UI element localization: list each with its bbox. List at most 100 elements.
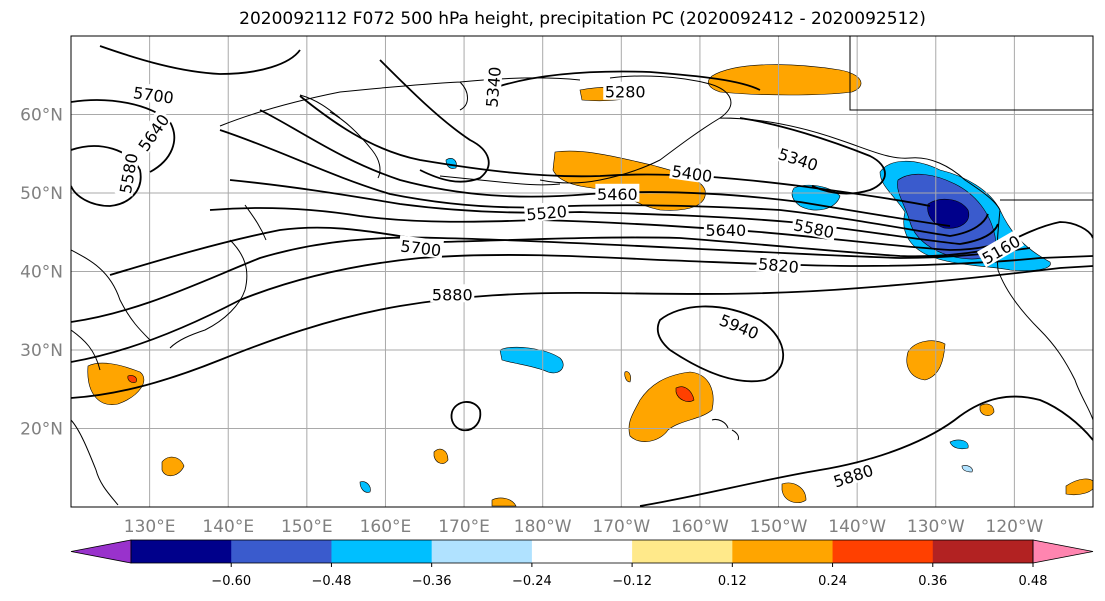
precip-patch-east-small-2 <box>359 481 371 493</box>
contour-label: 5520 <box>523 200 570 224</box>
contour-5640 <box>209 207 1011 251</box>
contour-5280 <box>499 70 761 91</box>
height-contours <box>71 45 1093 507</box>
colorbar-tick-label: −0.48 <box>312 574 352 589</box>
longitude-label: 130°W <box>907 517 965 537</box>
precip-patch-small-2 <box>433 448 449 464</box>
precip-core-hawaii <box>675 386 695 402</box>
precip-patch-small-3 <box>781 482 807 503</box>
contour-label-halo <box>132 108 173 156</box>
contour-label-halo <box>774 142 823 174</box>
contour-label-halo <box>703 219 748 238</box>
contour-5340-east <box>739 117 886 195</box>
contour-5880-main <box>71 265 1093 399</box>
colorbar-segment <box>131 540 232 563</box>
longitude-labels: 130°E 140°E 150°E 160°E 170°E 180°W 170°W 160°W… <box>124 517 1044 537</box>
colorbar-tick-label: −0.60 <box>211 574 251 589</box>
colorbar-segment <box>932 540 1034 563</box>
longitude-label: 160°E <box>360 517 412 537</box>
longitude-label: 120°W <box>986 517 1044 537</box>
precip-patch-alaska-north <box>707 64 862 96</box>
longitude-label: 130°E <box>124 517 176 537</box>
precip-patch-hawaii <box>628 371 714 442</box>
contour-label-halo <box>669 160 716 185</box>
contour-label-text: 5640 <box>706 221 747 240</box>
colorbar-segment <box>331 540 433 563</box>
contour-label: 5880 <box>430 284 475 304</box>
contour-5520 <box>219 129 989 237</box>
contour-5940 <box>656 305 785 383</box>
coastline-aleutians <box>439 175 561 186</box>
contour-label-halo <box>976 229 1025 268</box>
longitude-label: 170°W <box>592 517 650 537</box>
colorbar-tick-label: 0.24 <box>818 574 847 589</box>
longitude-label: 140°W <box>828 517 886 537</box>
colorbar-segment <box>632 540 733 563</box>
colorbar-segment <box>431 540 533 563</box>
contour-label-text: 5700 <box>399 237 442 261</box>
contour-label-halo <box>114 149 141 197</box>
map-title: 2020092112 F072 500 hPa height, precipit… <box>239 9 926 29</box>
colorbar-segment <box>531 540 633 563</box>
colorbar-segment <box>832 540 934 563</box>
contour-5880-south <box>639 395 1093 507</box>
precip-patch-east-small-3 <box>961 465 973 473</box>
latitude-label: 50°N <box>20 184 63 204</box>
precip-patch-small-7 <box>624 371 631 383</box>
border-canada-us <box>849 36 1093 201</box>
contour-label-halo <box>715 308 764 343</box>
colorbar-extend-max <box>1032 539 1094 564</box>
longitude-label: 160°W <box>671 517 729 537</box>
precip-patch-small-5 <box>979 403 995 416</box>
latitude-label: 30°N <box>20 341 63 361</box>
contour-label-text: 5820 <box>757 254 799 276</box>
coastline-asia <box>71 249 151 506</box>
contour-5340-north <box>379 59 490 183</box>
colorbar-tick-label: 0.48 <box>1019 574 1048 589</box>
longitude-label: 150°W <box>750 517 808 537</box>
coastline-hawaii <box>711 419 739 441</box>
contour-label: 5340 <box>481 64 505 110</box>
contour-label-halo <box>755 253 802 276</box>
map-frame <box>70 35 1094 508</box>
contour-5580-nw <box>71 145 142 207</box>
contour-label-halo <box>130 81 177 106</box>
precip-patch-small-1 <box>161 456 185 477</box>
colorbar-extend-min <box>70 539 132 564</box>
contour-label-halo <box>523 200 570 223</box>
colorbar-tick-label: −0.24 <box>512 574 552 589</box>
contour-label-text: 5880 <box>432 285 473 304</box>
colorbar-segment <box>732 540 834 563</box>
contour-5700-nw <box>99 45 301 75</box>
coastline-siberia <box>219 77 581 127</box>
contour-label-halo <box>829 459 877 491</box>
colorbar-tick-label: 0.12 <box>718 574 747 589</box>
longitude-label: 140°E <box>202 517 254 537</box>
contour-5400 <box>299 95 931 207</box>
precipitation-shading <box>87 64 1093 507</box>
contour-5880-island <box>450 401 482 432</box>
contour-label-halo <box>481 64 504 110</box>
contour-label-text: 5340 <box>482 66 504 108</box>
contour-label: 5640 <box>703 219 748 240</box>
precip-core-philippines <box>127 375 137 383</box>
colorbar <box>70 539 1094 564</box>
coastline-alaska <box>539 75 1001 211</box>
latitude-label: 20°N <box>20 420 63 440</box>
contour-5700 <box>109 226 1021 276</box>
contour-label-halo <box>430 284 475 303</box>
contour-label-halo <box>595 183 640 202</box>
contour-5460 <box>259 109 951 227</box>
latitude-labels: 20°N 30°N 40°N 50°N 60°N <box>20 106 63 440</box>
contour-label: 5820 <box>755 253 802 277</box>
contour-label-halo <box>603 81 648 100</box>
contour-label: 5700 <box>398 235 444 260</box>
coastlines <box>71 36 1093 506</box>
precip-patch-east-small-1 <box>949 439 969 450</box>
longitude-label: 170°E <box>438 517 490 537</box>
colorbar-labels: −0.60 −0.48 −0.36 −0.24 −0.12 0.12 0.24 0.36 0.4… <box>211 563 1048 589</box>
latitude-label: 40°N <box>20 263 63 283</box>
contour-label: 5400 <box>669 160 716 186</box>
colorbar-segment <box>231 540 332 563</box>
